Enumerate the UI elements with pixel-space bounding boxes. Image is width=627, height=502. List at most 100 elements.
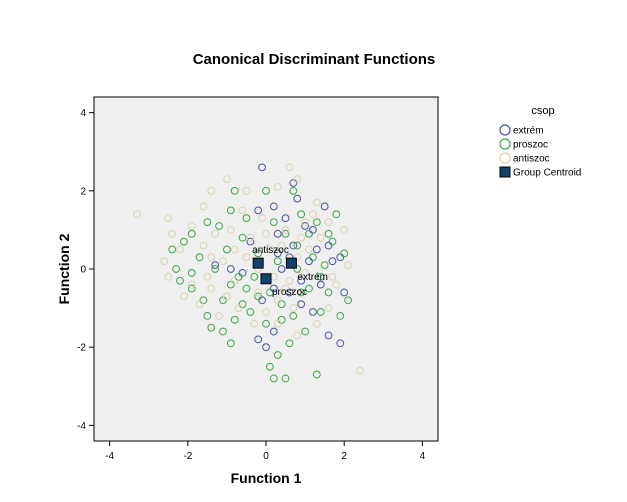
scatter-point (273, 229, 282, 238)
scatter-point (187, 229, 196, 238)
chart-title: Canonical Discriminant Functions (193, 51, 436, 68)
scatter-point (355, 366, 364, 375)
scatter-point (293, 175, 302, 183)
series-antiszoc (133, 163, 364, 375)
scatter-point (266, 288, 274, 297)
y-tick-label: -2 (77, 343, 86, 354)
scatter-point (226, 226, 235, 234)
scatter-point (305, 229, 313, 238)
scatter-point (312, 198, 321, 207)
scatter-point (230, 276, 239, 285)
scatter-point (273, 183, 282, 191)
scatter-point (199, 241, 208, 250)
scatter-point (309, 226, 317, 234)
scatter-point (305, 284, 313, 293)
scatter-point (199, 296, 208, 305)
scatter-point (266, 362, 274, 371)
scatter-point (195, 300, 204, 309)
scatter-point (230, 245, 239, 254)
scatter-point (269, 218, 278, 226)
scatter-point (281, 214, 290, 223)
scatter-point (219, 257, 227, 266)
scatter-point (312, 370, 321, 379)
scatter-point (133, 210, 141, 219)
scatter-point (211, 261, 220, 269)
scatter-point (328, 257, 337, 266)
scatter-point (328, 272, 337, 281)
scatter-point (273, 319, 282, 328)
scatter-point (297, 210, 306, 219)
scatter-point (332, 280, 341, 289)
scatter-point (297, 300, 306, 309)
scatter-point (238, 206, 247, 215)
scatter-point (254, 288, 263, 297)
scatter-point (258, 296, 266, 305)
scatter-point (316, 308, 325, 316)
scatter-point (336, 253, 345, 262)
scatter-point (234, 272, 243, 281)
scatter-point (273, 351, 282, 359)
scatter-point (324, 331, 333, 340)
scatter-point (305, 245, 313, 254)
x-axis-ticks: -4 -2 0 2 4 (105, 441, 426, 462)
scatter-point (277, 241, 286, 250)
scatter-point (164, 214, 173, 223)
x-axis-title: Function 1 (231, 470, 302, 486)
scatter-point (254, 335, 263, 344)
scatter-point (219, 296, 227, 305)
group-centroid-marker (252, 257, 264, 269)
scatter-point (316, 233, 325, 242)
scatter-point (324, 218, 333, 226)
y-tick-label: 0 (80, 265, 86, 276)
scatter-point (219, 327, 227, 336)
scatter-point (277, 300, 286, 309)
scatter-point (242, 214, 251, 223)
scatter-point (293, 253, 302, 262)
scatter-point (297, 233, 306, 242)
x-tick-label: -2 (183, 451, 192, 462)
scatter-point (336, 312, 345, 320)
scatter-point (297, 288, 306, 297)
scatter-point (246, 237, 255, 246)
x-tick-label: 2 (341, 451, 347, 462)
scatter-point (297, 276, 306, 285)
scatter-point (262, 343, 270, 352)
scatter-point (254, 206, 263, 215)
scatter-point (340, 249, 349, 258)
x-tick-label: 4 (420, 451, 426, 462)
scatter-point (242, 186, 251, 195)
scatter-point (320, 202, 329, 211)
scatter-point (262, 229, 270, 238)
scatter-point (223, 245, 231, 254)
scatter-point (238, 300, 247, 309)
scatter-point (180, 292, 188, 301)
group-centroid-marker (260, 273, 272, 285)
scatter-point (301, 222, 309, 230)
scatter-point (203, 272, 212, 281)
scatter-point (242, 284, 251, 293)
scatter-point (285, 339, 294, 348)
scatter-point (344, 296, 352, 305)
group-centroids: antiszoc extrém proszoc (252, 245, 328, 298)
scatter-point (344, 261, 352, 269)
scatter-point (262, 319, 270, 328)
legend-marker (499, 152, 511, 164)
scatter-point (203, 312, 212, 320)
scatter-point (324, 229, 333, 238)
scatter-point (273, 249, 282, 258)
scatter-point (281, 374, 290, 383)
scatter-point (230, 315, 239, 324)
legend-marker (499, 124, 511, 136)
scatter-point (168, 245, 177, 254)
scatter-point (164, 272, 173, 281)
scatter-point (223, 175, 231, 183)
legend-label: extrém (513, 126, 544, 137)
scatter-point (289, 241, 298, 250)
scatter-point (324, 304, 333, 312)
scatter-point (293, 331, 302, 340)
scatter-point (332, 210, 341, 219)
scatter-point (238, 233, 247, 242)
scatter-point (176, 276, 184, 285)
centroid-label: proszoc (272, 287, 307, 298)
scatter-point (172, 265, 180, 273)
